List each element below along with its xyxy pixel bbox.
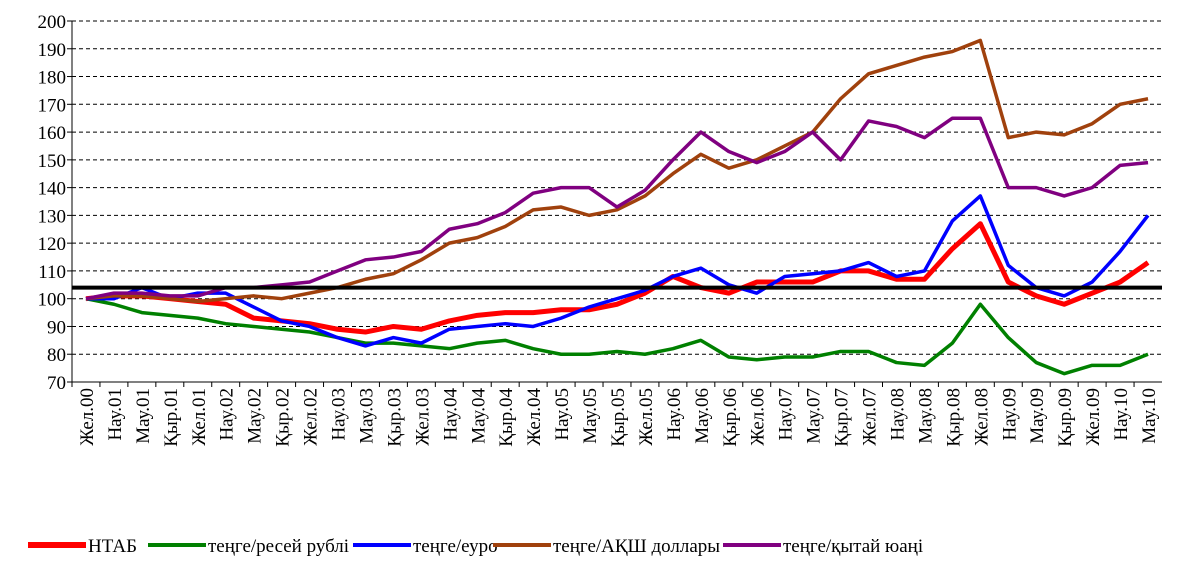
y-tick-label: 120 [38,234,67,255]
y-tick-label: 170 [38,95,67,116]
x-tick-label: Жел.05 [636,388,657,446]
legend-label: теңге/еуро [413,536,498,557]
y-tick-label: 100 [38,290,67,311]
x-tick-label: Қыр.08 [943,388,964,447]
x-tick-label: Нау.01 [105,388,126,441]
series-line [85,38,1149,304]
x-tick-label: Қыр.05 [608,388,629,447]
x-tick-label: Жел.04 [524,388,545,446]
x-tick-label: Қыр.07 [832,388,853,447]
x-tick-label: Нау.09 [999,388,1020,441]
y-tick-label: 110 [38,262,66,283]
x-tick-label: Жел.06 [748,388,769,446]
x-tick-label: Қыр.04 [496,388,517,447]
x-tick-label: Нау.05 [552,388,573,441]
x-tick-label: Мау.06 [692,388,713,444]
y-tick-label: 70 [47,373,66,394]
series-line [85,194,1150,348]
series-line [85,296,1149,376]
series-line [85,116,1149,301]
x-tick-label: Қыр.03 [384,388,405,447]
y-tick-label: 150 [38,151,67,172]
x-tick-label: Нау.06 [664,388,685,441]
x-tick-label: Мау.09 [1027,388,1048,444]
y-tick-label: 160 [38,123,67,144]
y-tick-label: 90 [47,317,66,338]
x-tick-label: Нау.07 [776,388,797,441]
y-tick-label: 180 [38,68,67,89]
x-tick-label: Жел.01 [189,388,210,446]
x-tick-label: Мау.02 [245,388,266,444]
x-tick-label: Қыр.06 [720,388,741,447]
x-tick-label: Мау.01 [133,388,154,444]
x-tick-label: Мау.04 [468,388,489,444]
x-tick-label: Мау.08 [915,388,936,444]
x-tick-label: Нау.04 [440,388,461,441]
x-tick-label: Жел.08 [971,388,992,446]
x-tick-label: Қыр.01 [161,388,182,447]
x-tick-label: Қыр.09 [1055,388,1076,447]
x-tick-label: Жел.03 [412,388,433,446]
y-tick-label: 140 [38,179,67,200]
legend-label: теңге/қытай юаңі [783,536,923,557]
x-tick-label: Жел.07 [860,388,881,446]
x-tick-label: Нау.02 [217,388,238,441]
y-tick-label: 190 [38,40,67,61]
x-tick-label: Мау.05 [580,388,601,444]
legend-label: теңге/АҚШ доллары [553,536,720,557]
x-tick-label: Нау.08 [887,388,908,441]
y-tick-label: 200 [38,12,67,33]
series-line [85,221,1150,335]
x-tick-label: Қыр.02 [273,388,294,447]
x-tick-label: Жел.09 [1083,388,1104,446]
x-tick-label: Мау.03 [356,388,377,444]
y-tick-label: 80 [47,345,66,366]
x-tick-label: Нау.10 [1111,388,1132,441]
x-tick-label: Жел.00 [77,388,98,446]
x-tick-label: Мау.07 [804,388,825,444]
x-tick-label: Жел.02 [301,388,322,446]
y-tick-label: 130 [38,206,67,227]
x-tick-label: Мау.10 [1139,388,1160,444]
legend-label: НТАБ [88,536,137,557]
x-tick-label: Нау.03 [329,388,350,441]
legend-label: теңге/ресей рублі [208,536,349,557]
